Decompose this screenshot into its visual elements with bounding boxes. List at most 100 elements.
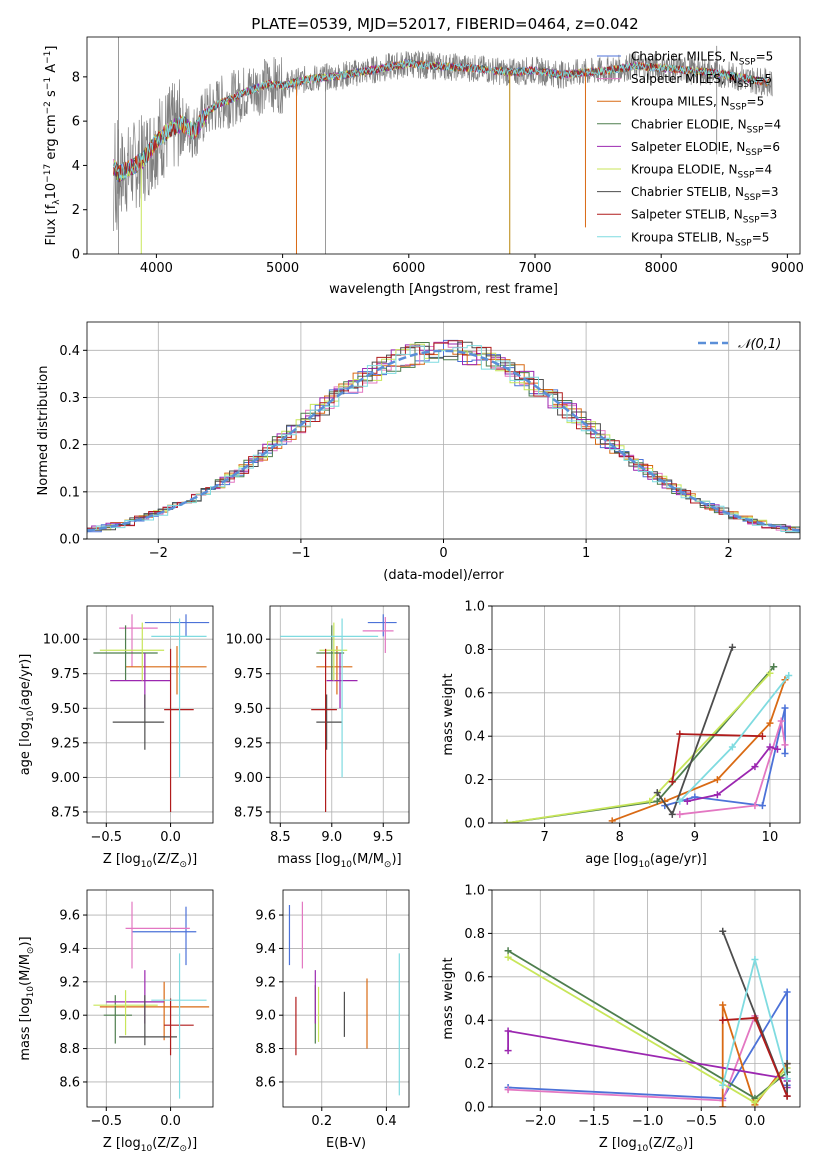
residuals-ylabel-part: Normed distribution [36, 366, 51, 496]
weight_vs_age-point-marker [758, 802, 766, 810]
weight_vs_Z-xtick-label: −2.0 [525, 1114, 557, 1129]
weight_vs_Z-point-marker [719, 927, 727, 935]
mass_vs_ebv-xtick-label: 0.2 [311, 1114, 332, 1129]
legend-label-part: =5 [747, 95, 765, 109]
mass_vs_Z-xtick-label: 0.0 [160, 1114, 181, 1129]
weight_vs_Z-ytick-label: 0.8 [464, 927, 485, 942]
mass_vs_Z-ytick-label: 9.6 [59, 909, 80, 924]
mass_vs_ebv-ytick-label: 8.6 [255, 1075, 276, 1090]
weight_vs_Z-point-marker [504, 947, 512, 955]
legend-label-part: SSP [738, 80, 755, 90]
mass_vs_Z-ylabel-part: mass [log [18, 997, 33, 1060]
mass_vs_Z-panel: −0.5 0.08.68.89.09.29.49.6Z [log10(Z/Z⊙)]… [18, 889, 214, 1154]
weight_vs_age-point-marker [751, 763, 759, 771]
spectrum-ylabel-part: −2 [43, 101, 53, 114]
weight_vs_age-point-marker [781, 704, 789, 712]
residuals-xtick-label: −1 [291, 546, 310, 561]
residuals-ytick-label: 0.0 [59, 533, 80, 548]
legend-label-part: =3 [760, 208, 778, 222]
mass_vs_Z-plot [93, 901, 210, 1099]
legend-label-part: Kroupa MILES, N [631, 95, 730, 109]
weight_vs_age-xlabel-part: (age/yr)] [650, 852, 707, 867]
spectrum-ylabel-part: λ [52, 199, 62, 205]
spectrum-ylabel-part: erg cm [44, 114, 59, 163]
weight_vs_age-point-marker [766, 743, 774, 751]
legend-label-part: Chabrier MILES, N [631, 50, 739, 64]
weight_vs_Z-panel: −2.0 −1.5 −1.0 −0.5 0.0 0.0 0.2 0.4 0.6 0.8 1.0 Z [… [441, 884, 801, 1154]
weight_vs_Z-xlabel-part: 10 [637, 1144, 649, 1154]
mass_vs_ebv-panel: 0.2 0.4 8.6 8.8 9.0 9.2 9.4 9.6 E(B-V) [255, 889, 410, 1151]
weight_vs_age-ylabel-part: mass weight [441, 673, 456, 755]
weight_vs_age-point-marker [777, 717, 785, 725]
weight_vs_age-point-marker [676, 810, 684, 818]
mass_vs_Z-ytick-label: 8.8 [59, 1042, 80, 1057]
weight_vs_age-xlabel-part: age [log [585, 852, 638, 867]
age_vs_Z-xlabel: Z [log10(Z/Z⊙)] [103, 852, 197, 870]
weight_vs_Z-xlabel-part: Z [log [599, 1136, 637, 1151]
residuals-xtick-label: 1 [582, 546, 590, 561]
mass_vs_ebv-ytick-label: 9.4 [255, 942, 276, 957]
weight_vs_Z-ytick-label: 0.0 [464, 1101, 485, 1116]
mass_vs_Z-xlabel: Z [log10(Z/Z⊙)] [103, 1136, 197, 1154]
age_vs_Z-ytick-label: 9.00 [51, 771, 80, 786]
legend-label-part: =5 [754, 72, 772, 86]
residuals-ytick-label: 0.3 [59, 391, 80, 406]
spectrum-xtick-label: 8000 [645, 261, 678, 276]
weight_vs_Z-point-marker [751, 1014, 759, 1022]
legend-label-part: SSP [747, 125, 764, 135]
age_vs_mass-xlabel-part: (M/M [352, 852, 384, 867]
legend-label-part: Chabrier STELIB, N [631, 185, 744, 199]
age_vs_mass-panel: 8.5 9.0 9.5 8.75 9.00 9.25 9.50 9.75 10.00 mass [… [226, 605, 410, 870]
legend-label-part: Kroupa ELODIE, N [631, 163, 738, 177]
spectrum-xtick-label: 7000 [518, 261, 551, 276]
legend-label-part: SSP [730, 103, 747, 113]
weight_vs_age-point-marker [653, 789, 661, 797]
weight_vs_age-frame [491, 605, 801, 824]
weight_vs_age-ylabel: mass weight [441, 673, 456, 755]
residuals-frame [86, 321, 801, 540]
residuals-xtick-label: 0 [439, 546, 447, 561]
weight_vs_age-point-marker [766, 719, 774, 727]
weight_vs_Z-point-marker [719, 1016, 727, 1024]
legend-label: Salpeter ELODIE, NSSP=6 [631, 140, 780, 158]
age_vs_mass-ytick-label: 8.75 [234, 805, 263, 820]
mass_vs_Z-xlabel-part: ⊙ [179, 1144, 187, 1154]
figure-title: PLATE=0539, MJD=52017, FIBERID=0464, z=0… [251, 15, 638, 33]
mass_vs_ebv-ytick-label: 9.0 [255, 1009, 276, 1024]
spectrum-ylabel-part: ] [44, 46, 59, 51]
legend-label-part: Kroupa STELIB, N [631, 230, 735, 244]
weight_vs_age-point-marker [770, 663, 778, 671]
legend-label-part: =4 [763, 117, 781, 131]
weight_vs_age-ytick-label: 0.4 [464, 730, 485, 745]
weight_vs_age-point-marker [728, 743, 736, 751]
age_vs_Z-ylabel-part: (age/yr)] [18, 654, 33, 711]
weight_vs_Z-plot [504, 927, 791, 1107]
age_vs_mass-ytick-label: 9.00 [234, 771, 263, 786]
weight_vs_Z-xtick-label: −0.5 [685, 1114, 717, 1129]
spectrum-xtick-label: 6000 [392, 261, 425, 276]
weight_vs_age-point-marker [785, 671, 793, 679]
residuals-xtick-label: −2 [149, 546, 168, 561]
weight_vs_Z-frame [491, 889, 801, 1108]
mass_vs_ebv-plot [288, 901, 400, 1096]
spectrum-ylabel-part: −17 [43, 164, 53, 183]
weight_vs_age-series-line [679, 720, 786, 816]
weight_vs_Z-ytick-label: 0.2 [464, 1057, 485, 1072]
weight_vs_age-point-marker [676, 730, 684, 738]
mass_vs_Z-xlabel-part: (Z/Z [152, 1136, 179, 1151]
weight_vs_Z-xtick-label: −1.5 [578, 1114, 610, 1129]
spectrum-panel: 4000 5000 6000 7000 8000 9000 0 2 4 6 8 Chabrier MI… [43, 36, 804, 297]
weight_vs_age-point-marker [728, 643, 736, 651]
residuals-xlabel-part: (data-model)/error [383, 568, 504, 583]
residuals-plot [87, 339, 800, 535]
mass_vs_Z-ylabel-part: (M/M [18, 954, 33, 986]
weight_vs_age-point-marker [781, 741, 789, 749]
weight_vs_Z-xtick-label: 0.0 [745, 1114, 766, 1129]
age_vs_mass-xlabel-part: )] [391, 852, 401, 867]
weight_vs_Z-xlabel: Z [log10(Z/Z⊙)] [599, 1136, 693, 1154]
spectrum-ylabel-part: Flux [f [44, 204, 59, 245]
weight_vs_age-point-marker [713, 791, 721, 799]
legend-label-part: SSP [745, 148, 762, 158]
legend-label-part: SSP [743, 216, 760, 226]
